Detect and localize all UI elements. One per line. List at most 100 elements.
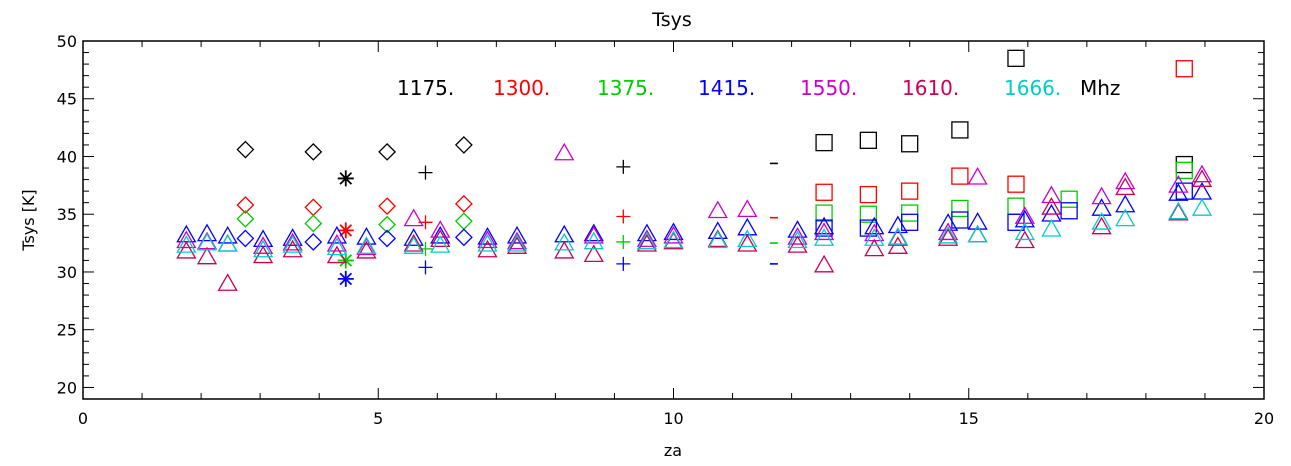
triangle-marker	[1014, 222, 1035, 241]
legend-entry: 1610.	[902, 76, 959, 100]
triangle-marker	[252, 236, 274, 254]
triangle-marker	[737, 233, 758, 252]
plus-marker	[418, 165, 433, 180]
triangle-marker	[1115, 194, 1136, 213]
triangle-marker	[506, 233, 528, 252]
triangle-marker	[403, 228, 424, 246]
triangle-marker	[430, 235, 451, 253]
triangle-marker	[1041, 203, 1062, 222]
chart-title: Tsys	[651, 9, 692, 31]
diamond-marker	[454, 194, 473, 213]
square-marker	[951, 167, 969, 185]
triangle-marker	[217, 273, 238, 291]
triangle-marker	[1091, 186, 1112, 205]
square-marker	[1007, 49, 1025, 67]
triangle-marker	[506, 236, 528, 254]
triangle-marker	[663, 222, 684, 241]
legend-entry: 1300.	[493, 76, 550, 100]
square-marker	[1175, 155, 1193, 174]
star-marker	[337, 222, 354, 239]
triangle-marker	[1168, 202, 1189, 221]
triangle-marker	[636, 223, 658, 242]
triangle-marker	[196, 232, 218, 251]
triangle-marker	[477, 239, 498, 258]
y-tick-label: 25	[57, 321, 77, 340]
triangle-marker	[967, 211, 988, 230]
y-axis-label: Tsys [K]	[19, 189, 38, 251]
triangle-marker	[477, 230, 498, 249]
triangle-marker	[1014, 209, 1035, 228]
triangle-marker	[864, 216, 885, 235]
triangle-marker	[1041, 185, 1062, 204]
x-tick-label: 5	[373, 409, 383, 428]
triangle-marker	[1091, 211, 1112, 230]
legend-entry: 1666.	[1004, 76, 1061, 100]
triangle-marker	[252, 245, 274, 264]
triangle-marker	[403, 236, 424, 254]
triangle-marker	[1191, 169, 1213, 187]
diamond-marker	[378, 229, 397, 248]
triangle-marker	[864, 228, 885, 246]
triangle-marker	[403, 208, 424, 227]
triangle-marker	[1168, 201, 1189, 220]
triangle-marker	[967, 224, 988, 243]
triangle-marker	[282, 232, 303, 251]
triangle-marker	[1115, 177, 1136, 196]
triangle-marker	[583, 244, 604, 263]
triangle-marker	[813, 228, 835, 246]
triangle-marker	[430, 225, 451, 244]
triangle-marker	[326, 233, 348, 252]
triangle-marker	[430, 220, 451, 238]
triangle-marker	[707, 200, 728, 219]
triangle-marker	[864, 238, 885, 257]
y-tick-label: 30	[57, 263, 77, 282]
triangle-marker	[737, 229, 758, 248]
star-marker	[337, 270, 354, 287]
triangle-marker	[554, 232, 575, 251]
triangle-marker	[506, 231, 528, 250]
triangle-marker	[326, 237, 348, 256]
y-tick-label: 20	[57, 378, 77, 397]
triangle-marker	[196, 223, 218, 242]
triangle-marker	[636, 233, 658, 252]
legend-entry: 1175.	[397, 76, 454, 100]
triangle-marker	[1041, 218, 1062, 237]
triangle-marker	[887, 215, 909, 234]
diamond-marker	[304, 233, 323, 251]
plus-marker	[616, 159, 631, 174]
triangle-marker	[967, 166, 988, 185]
triangle-marker	[707, 221, 728, 239]
data-markers	[176, 49, 1213, 291]
square-marker	[859, 205, 878, 223]
triangle-marker	[1115, 171, 1136, 190]
diamond-marker	[236, 229, 255, 248]
triangle-marker	[887, 227, 909, 245]
square-marker	[1060, 202, 1078, 220]
triangle-marker	[326, 225, 348, 244]
square-marker	[859, 131, 878, 149]
square-marker	[951, 199, 969, 218]
triangle-marker	[887, 236, 909, 254]
triangle-marker	[787, 227, 808, 245]
triangle-marker	[967, 224, 988, 243]
star-marker	[337, 170, 354, 187]
square-marker	[1007, 175, 1025, 193]
triangle-marker	[813, 216, 835, 235]
axis-tick-labels: 0 5 10 15 20 20 25 30 35 40 45 50	[57, 32, 1275, 428]
square-marker	[1007, 197, 1025, 215]
x-tick-label: 20	[1254, 409, 1274, 428]
diamond-marker	[236, 196, 255, 214]
triangle-marker	[663, 230, 684, 249]
triangle-marker	[1191, 164, 1213, 183]
square-marker	[901, 182, 919, 200]
axis-ticks	[82, 40, 1265, 399]
square-marker	[815, 219, 833, 237]
diamond-marker	[304, 142, 323, 161]
triangle-marker	[282, 228, 303, 246]
triangle-marker	[477, 227, 498, 245]
square-marker	[951, 211, 969, 229]
legend-unit: Mhz	[1080, 76, 1120, 100]
x-axis-label: za	[664, 441, 682, 460]
y-tick-label: 50	[57, 32, 77, 51]
